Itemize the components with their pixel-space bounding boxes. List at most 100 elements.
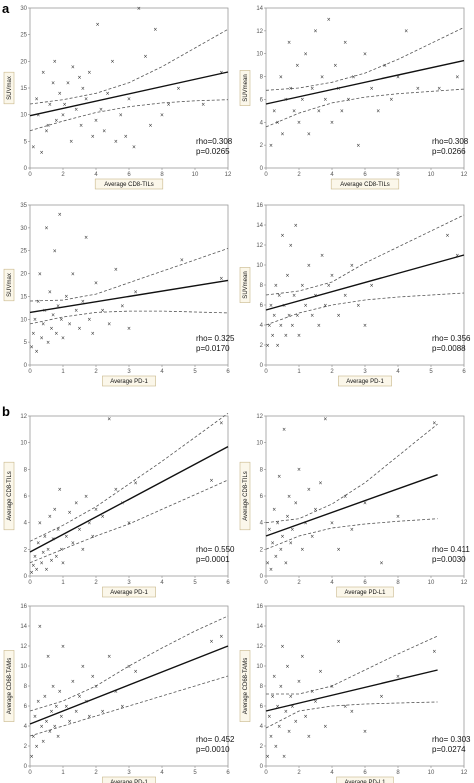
data-point: × — [320, 253, 324, 259]
ci-lower-line — [29, 310, 229, 325]
panel-label-b: b — [2, 404, 10, 419]
data-point: × — [330, 273, 334, 279]
data-point: × — [44, 567, 48, 573]
x-tick-label: 8 — [396, 580, 400, 586]
data-point: × — [56, 734, 60, 740]
data-point: × — [307, 132, 311, 138]
data-point: × — [297, 467, 301, 473]
data-point: × — [303, 52, 307, 58]
x-tick-label: 2 — [297, 770, 301, 776]
x-axis-label: Average PD-1 — [110, 590, 148, 596]
data-point: × — [318, 480, 322, 486]
y-tick-label: 20 — [20, 59, 27, 65]
data-point: × — [31, 563, 35, 569]
data-point: × — [64, 294, 68, 300]
x-tick-label: 6 — [226, 369, 230, 375]
data-point: × — [300, 654, 304, 660]
y-tick-label: 16 — [256, 203, 263, 209]
y-tick-label: 2 — [24, 547, 28, 553]
data-point: × — [300, 283, 304, 289]
data-point: × — [379, 560, 383, 566]
data-point: × — [287, 729, 291, 735]
data-point: × — [289, 540, 293, 546]
data-point: × — [127, 96, 131, 102]
data-point: × — [343, 40, 347, 46]
data-point: × — [396, 674, 400, 680]
data-point: × — [107, 654, 111, 660]
data-point: × — [34, 744, 38, 750]
y-tick-label: 8 — [260, 467, 264, 473]
data-point: × — [31, 144, 35, 150]
data-point: × — [297, 679, 301, 685]
x-axis-label-box — [102, 586, 156, 598]
data-point: × — [290, 527, 294, 533]
data-point: × — [269, 567, 273, 573]
data-point: × — [71, 540, 75, 546]
data-point: × — [74, 107, 78, 113]
data-point: × — [303, 520, 307, 526]
data-point: × — [363, 729, 367, 735]
data-point: × — [67, 719, 71, 725]
x-tick-label: 4 — [396, 369, 400, 375]
stat-annotation: p=0.0266 — [432, 147, 466, 156]
data-point: × — [300, 547, 304, 553]
x-tick-label: 12 — [461, 580, 468, 586]
data-point: × — [36, 299, 40, 305]
data-point: × — [313, 29, 317, 35]
data-point: × — [363, 52, 367, 58]
data-point: × — [369, 86, 373, 92]
data-point: × — [143, 54, 147, 60]
data-point: × — [275, 704, 279, 710]
y-axis-label-box — [239, 267, 251, 303]
data-point: × — [49, 709, 53, 715]
data-point: × — [269, 734, 273, 740]
data-point: × — [219, 634, 223, 640]
data-point: × — [284, 709, 288, 715]
data-point: × — [87, 520, 91, 526]
data-point: × — [327, 283, 331, 289]
data-point: × — [432, 649, 436, 655]
stat-annotation: rho= 0.452 — [196, 735, 235, 744]
regression-line — [29, 645, 229, 725]
data-point: × — [323, 97, 327, 103]
data-point: × — [39, 724, 43, 730]
y-axis-label-group: SUVmax — [3, 268, 15, 302]
data-point: × — [270, 540, 274, 546]
x-tick-label: 5 — [193, 369, 197, 375]
data-point: × — [279, 74, 283, 80]
x-tick-label: 2 — [297, 172, 301, 178]
regression-line — [29, 71, 229, 117]
data-point: × — [277, 293, 281, 299]
data-point: × — [49, 558, 53, 564]
ci-upper-line — [265, 423, 438, 524]
x-tick-label: 0 — [264, 770, 268, 776]
data-point: × — [266, 560, 270, 566]
ci-lower-line — [265, 88, 465, 128]
data-point: × — [54, 704, 58, 710]
y-tick-label: 10 — [256, 664, 263, 670]
data-point: × — [455, 253, 459, 259]
data-point: × — [313, 293, 317, 299]
data-point: × — [180, 258, 184, 264]
x-axis-label: Average PD-1 — [110, 780, 148, 783]
data-point: × — [275, 120, 279, 126]
data-point: × — [282, 303, 286, 309]
x-tick-label: 2 — [297, 580, 301, 586]
data-point: × — [87, 714, 91, 720]
scatter-plot-4: 0 1 2 3 4 5 60246810121416××××××××××××××××××××… — [239, 203, 471, 387]
x-tick-label: 8 — [396, 172, 400, 178]
y-tick-label: 8 — [24, 684, 28, 690]
data-point: × — [94, 281, 98, 287]
data-point: × — [39, 335, 43, 341]
data-point: × — [285, 664, 289, 670]
x-tick-label: 5 — [193, 580, 197, 586]
data-point: × — [307, 487, 311, 493]
data-point: × — [282, 754, 286, 760]
y-tick-label: 30 — [20, 6, 27, 12]
data-point: × — [297, 333, 301, 339]
y-tick-label: 0 — [260, 764, 264, 770]
data-point: × — [107, 322, 111, 328]
data-point: × — [51, 313, 55, 319]
x-axis-label-box — [338, 375, 392, 387]
data-point: × — [43, 534, 47, 540]
